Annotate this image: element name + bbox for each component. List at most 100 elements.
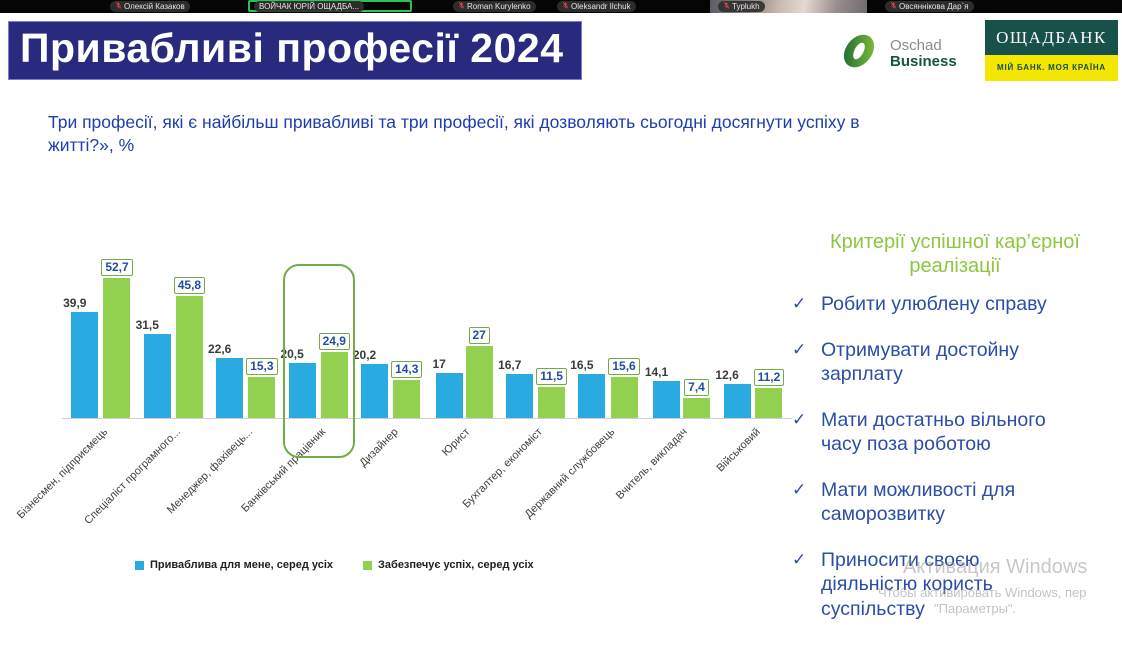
participant-label[interactable]: Овсяннікова Дар`я <box>885 1 974 12</box>
bar-success <box>320 351 348 418</box>
bar-value-label: 11,2 <box>753 369 785 387</box>
x-axis-line <box>62 418 792 419</box>
bar-value-label: 14,1 <box>644 364 669 379</box>
chart-group: 17 27 Юрист <box>432 228 496 458</box>
bar-value-label: 52,7 <box>101 258 133 276</box>
bar-value-label: 15,6 <box>608 357 640 375</box>
page-title: Привабливі професії 2024 <box>20 25 564 71</box>
checkmark-icon: ✓ <box>792 549 807 569</box>
bar-attractive <box>216 357 244 418</box>
bar-attractive <box>723 384 751 418</box>
category-label: Юрист <box>440 426 473 459</box>
chart-group: 22,6 15,3 Менеджер, фахівець... <box>165 228 279 516</box>
category-label: Вчитель, викладач <box>614 426 690 502</box>
windows-activation-watermark: Активация Windows <box>903 556 1088 578</box>
checkmark-icon: ✓ <box>792 409 807 429</box>
windows-activation-watermark-line2: Чтобы активировать Windows, пер <box>878 585 1087 600</box>
participant-name: Roman Kurylenko <box>467 2 531 11</box>
participant-label[interactable]: Roman Kurylenko <box>453 1 536 12</box>
criteria-list: ✓ Робити улюблену справу ✓ Отримувати досто… <box>792 292 1118 621</box>
bar-attractive <box>143 334 171 418</box>
bar-success <box>683 398 710 418</box>
criteria-item: ✓ Отримувати достойну зарплату <box>792 338 1118 387</box>
bar-value-label: 22,6 <box>208 341 232 356</box>
oschad-leaf-icon <box>836 28 882 79</box>
bar-value-label: 12,6 <box>715 368 739 383</box>
bar-value-label: 15,3 <box>246 358 278 376</box>
oschadbank-tagline: МІЙ БАНК. МОЯ КРАЇНА <box>985 55 1118 81</box>
chart-group: 20,2 14,3 Дизайнер <box>353 228 424 469</box>
participant-label[interactable]: Oleksandr Ilchuk <box>557 1 636 12</box>
legend-item: Забезпечує успіх, серед усіх <box>363 559 534 571</box>
bar-attractive <box>506 373 534 418</box>
criteria-item-text: Робити улюблену справу <box>821 293 1047 315</box>
legend-label: Приваблива для мене, серед усіх <box>150 559 334 571</box>
mic-muted-icon <box>458 1 465 12</box>
category-label: Дизайнер <box>356 426 401 470</box>
bar-success <box>248 377 276 418</box>
bar-value-label: 27 <box>468 327 490 345</box>
video-call-strip: Олексій Казаков ВОЙЧАК ЮРІЙ ОЩАДБА... Roma… <box>0 0 1122 13</box>
bar-attractive <box>653 380 680 418</box>
criteria-item-text: Мати можливості для саморозвитку <box>821 478 1016 526</box>
bar-success <box>755 388 783 418</box>
criteria-panel: Критерії успішної кар’єрної реалізації ✓… <box>792 230 1118 642</box>
criteria-item: ✓ Приносити своєю діяльністю користь сусп… <box>792 548 1118 622</box>
oschad-business-logo: Oschad Business <box>836 28 957 79</box>
bar-success <box>465 346 493 418</box>
criteria-title: Критерії успішної кар’єрної реалізації <box>830 231 1080 277</box>
mic-muted-icon <box>723 1 730 12</box>
bar-value-label: 24,9 <box>318 332 350 350</box>
criteria-item: ✓ Мати можливості для саморозвитку <box>792 478 1118 527</box>
legend-item: Приваблива для мене, серед усіх <box>135 559 333 571</box>
legend-swatch <box>135 560 144 570</box>
oschadbank-logo: ОЩАДБАНК МІЙ БАНК. МОЯ КРАЇНА <box>985 20 1118 81</box>
windows-activation-watermark-line3: "Параметры". <box>934 601 1017 616</box>
participant-name: Олексій Казаков <box>124 2 185 11</box>
chart-groups: 39,9 52,7 Бізнесмен, підприємець 31,5 45,8 Сп… <box>15 228 786 527</box>
bar-success <box>393 379 421 418</box>
mic-muted-icon <box>115 1 122 12</box>
mic-muted-icon <box>890 1 897 12</box>
criteria-item: ✓ Робити улюблену справу <box>792 292 1118 317</box>
participant-label[interactable]: Олексій Казаков <box>110 1 190 12</box>
participant-name: Овсяннікова Дар`я <box>899 2 969 11</box>
chart-group: 20,5 24,9 Банківський працівник <box>239 228 351 515</box>
legend-swatch <box>363 560 373 570</box>
bar-value-label: 17 <box>432 356 446 371</box>
mic-muted-icon <box>562 1 569 12</box>
bar-value-label: 31,5 <box>135 318 159 333</box>
criteria-item-text: Отримувати достойну зарплату <box>821 338 1019 386</box>
highlight-banking-box <box>283 264 355 458</box>
category-label: Бухгалтер, економіст <box>460 426 546 511</box>
bar-value-label: 11,5 <box>536 368 567 386</box>
bar-success <box>610 376 638 418</box>
participant-label[interactable]: Typlukh <box>718 1 765 12</box>
bar-attractive <box>578 374 606 418</box>
chart-group: 39,9 52,7 Бізнесмен, підприємець <box>15 228 134 521</box>
bar-value-label: 16,7 <box>498 357 522 372</box>
chart-group: 14,1 7,4 Вчитель, викладач <box>614 228 714 502</box>
chart-legend: Приваблива для мене, серед усіх Забезпечу… <box>135 559 534 571</box>
participant-label[interactable]: ВОЙЧАК ЮРІЙ ОЩАДБА... <box>254 1 365 12</box>
bar-value-label: 45,8 <box>173 277 206 295</box>
checkmark-icon: ✓ <box>792 479 807 499</box>
chart-group: 12,6 11,2 Військовий <box>714 228 786 474</box>
checkmark-icon: ✓ <box>792 294 807 313</box>
bar-success <box>538 387 566 418</box>
bar-value-label: 7,4 <box>684 379 709 397</box>
participant-name: Oleksandr Ilchuk <box>571 2 631 11</box>
category-label: Військовий <box>714 426 763 475</box>
bar-value-label: 39,9 <box>63 295 87 310</box>
checkmark-icon: ✓ <box>792 339 807 359</box>
bar-attractive <box>71 311 99 418</box>
bar-attractive <box>361 364 389 418</box>
oschad-business-line2: Business <box>890 52 957 70</box>
chart-group: 16,7 11,5 Бухгалтер, економіст <box>461 228 569 510</box>
bar-value-label: 20,5 <box>280 347 304 362</box>
bar-chart: 39,9 52,7 Бізнесмен, підприємець 31,5 45,8 Сп… <box>15 228 792 558</box>
slide-subtitle: Три професії, які є найбільш привабливі … <box>48 112 860 155</box>
bar-attractive <box>435 372 463 418</box>
chart-group: 16,5 15,6 Державний службовець <box>523 228 641 521</box>
